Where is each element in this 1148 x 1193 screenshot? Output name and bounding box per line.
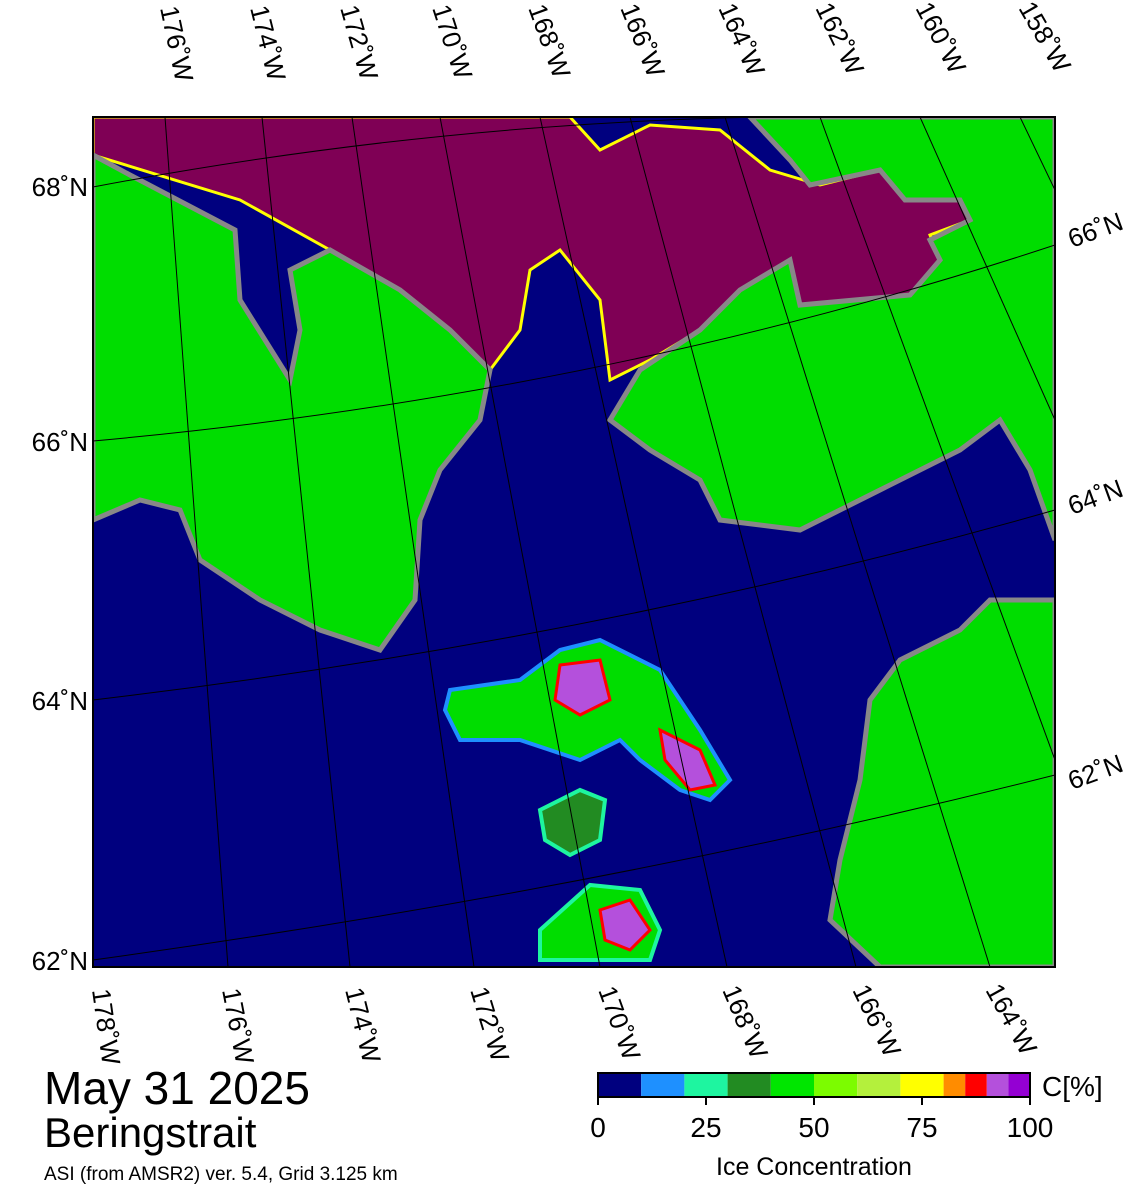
- land-seward: [606, 117, 1055, 541]
- top-lon-label: 170˚W: [426, 1, 478, 84]
- left-lat-label: 68˚N: [32, 172, 88, 202]
- st-lawrence-island: [442, 637, 733, 803]
- colorbar-segment: [965, 1073, 987, 1097]
- top-lon-label: 164˚W: [713, 0, 772, 81]
- right-lat-label: 62˚N: [1064, 748, 1127, 795]
- colorbar: 0 25 50 75 100: [590, 1072, 1054, 1143]
- left-lat-label: 62˚N: [32, 946, 88, 976]
- bottom-lon-label: 176˚W: [216, 985, 260, 1066]
- left-lat-label: 64˚N: [32, 686, 88, 716]
- top-lon-label: 172˚W: [334, 1, 384, 83]
- colorbar-unit: C[%]: [1042, 1071, 1103, 1102]
- bottom-lon-label: 170˚W: [592, 982, 647, 1065]
- colorbar-segment: [641, 1073, 685, 1097]
- colorbar-segment: [684, 1073, 728, 1097]
- bottom-lon-label: 164˚W: [980, 978, 1044, 1060]
- colorbar-tick-label: 0: [590, 1112, 606, 1143]
- bottom-lon-label: 174˚W: [339, 984, 387, 1066]
- top-lon-label: 158˚W: [1013, 0, 1077, 78]
- top-lon-label: 166˚W: [614, 0, 671, 82]
- top-lon-label: 174˚W: [244, 2, 292, 84]
- subtitle: ASI (from AMSR2) ver. 5.4, Grid 3.125 km: [44, 1164, 398, 1185]
- right-lat-label: 64˚N: [1064, 473, 1127, 520]
- colorbar-segment: [814, 1073, 858, 1097]
- colorbar-segment: [727, 1073, 771, 1097]
- colorbar-segment: [900, 1073, 944, 1097]
- left-lat-label: 66˚N: [32, 427, 88, 457]
- colorbar-segment: [598, 1073, 642, 1097]
- bottom-lon-label: 172˚W: [464, 983, 515, 1065]
- ice-patch: [553, 658, 612, 717]
- bottom-lon-label: 178˚W: [86, 987, 126, 1067]
- colorbar-tick-label: 75: [906, 1112, 937, 1143]
- colorbar-segment: [857, 1073, 901, 1097]
- map-area: [93, 117, 1055, 967]
- ice-patch: [658, 727, 718, 792]
- top-lon-label: 168˚W: [522, 0, 577, 82]
- colorbar-label: Ice Concentration: [716, 1153, 912, 1181]
- bottom-lon-label: 166˚W: [847, 979, 908, 1061]
- bottom-lon-label: 168˚W: [716, 981, 774, 1064]
- right-lat-label: 66˚N: [1064, 206, 1127, 253]
- colorbar-segment: [943, 1073, 966, 1097]
- top-lon-label: 160˚W: [910, 0, 973, 79]
- date-title: May 31 2025: [44, 1062, 310, 1114]
- land-yukon: [827, 597, 1055, 967]
- graticule: [93, 117, 1055, 967]
- colorbar-segment: [1008, 1073, 1030, 1097]
- top-lon-label: 176˚W: [154, 3, 199, 85]
- colorbar-segment: [770, 1073, 814, 1097]
- colorbar-segment: [986, 1073, 1009, 1097]
- ice-patch: [598, 898, 652, 952]
- colorbar-tick-label: 100: [1007, 1112, 1054, 1143]
- region-name: Beringstrait: [44, 1109, 257, 1156]
- colorbar-tick-label: 50: [798, 1112, 829, 1143]
- colorbar-tick-label: 25: [690, 1112, 721, 1143]
- map-frame: [92, 116, 1056, 968]
- top-lon-label: 162˚W: [810, 0, 871, 80]
